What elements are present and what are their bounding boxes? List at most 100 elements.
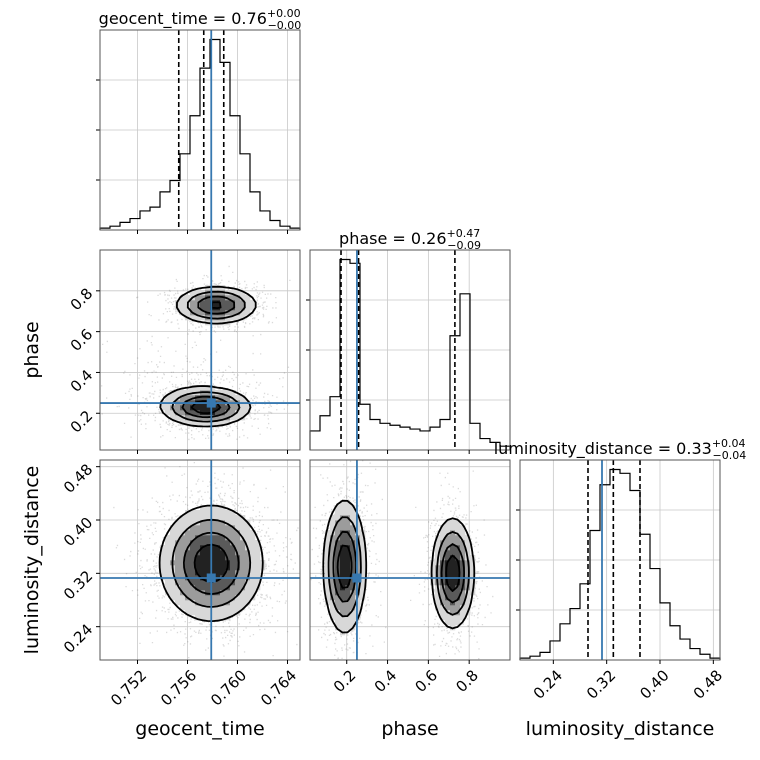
density-cell xyxy=(230,290,236,296)
density-cell xyxy=(235,605,241,611)
density-cell xyxy=(170,580,176,586)
density-cell xyxy=(195,555,201,561)
density-cell xyxy=(445,565,451,571)
density-cell xyxy=(195,405,201,411)
density-cell xyxy=(180,295,186,301)
density-cell xyxy=(175,410,181,416)
density-cell xyxy=(330,545,336,551)
density-cell xyxy=(180,580,186,586)
density-cell xyxy=(445,520,451,526)
density-cell xyxy=(340,540,346,546)
density-cell xyxy=(250,555,256,561)
density-cell xyxy=(345,535,351,541)
density-cell xyxy=(445,600,451,606)
density-cell xyxy=(470,565,476,571)
density-cell xyxy=(245,580,251,586)
density-cell xyxy=(435,590,441,596)
density-cell xyxy=(240,305,246,311)
density-cell xyxy=(225,395,231,401)
density-cell xyxy=(245,550,251,556)
density-cell xyxy=(210,385,216,391)
density-cell xyxy=(220,305,226,311)
density-cell xyxy=(195,315,201,321)
density-cell xyxy=(225,515,231,521)
panel-frame xyxy=(99,249,301,451)
density-cell xyxy=(195,545,201,551)
density-cell xyxy=(445,615,451,621)
density-cell xyxy=(160,565,166,571)
density-cell xyxy=(335,585,341,591)
density-cell xyxy=(225,390,231,396)
density-cell xyxy=(345,520,351,526)
density-cell xyxy=(455,565,461,571)
density-cell xyxy=(210,610,216,616)
density-cell xyxy=(440,530,446,536)
density-cell xyxy=(245,535,251,541)
density-cell xyxy=(200,555,206,561)
density-cell xyxy=(220,570,226,576)
density-cell xyxy=(190,600,196,606)
density-cell xyxy=(240,570,246,576)
density-cell xyxy=(210,540,216,546)
hist-panel-phase: phase = 0.26+0.47 −0.09 xyxy=(306,227,511,454)
density-cell xyxy=(435,595,441,601)
density-cell xyxy=(430,565,436,571)
density-cell xyxy=(215,295,221,301)
density-cell xyxy=(225,590,231,596)
density-cell xyxy=(190,420,196,426)
density-cell xyxy=(360,550,366,556)
density-cell xyxy=(445,585,451,591)
contour-line xyxy=(332,530,465,604)
density-cell xyxy=(185,605,191,611)
density-cell xyxy=(195,510,201,516)
density-cell xyxy=(200,560,206,566)
density-cell xyxy=(205,525,211,531)
density-cell xyxy=(450,580,456,586)
density-cell xyxy=(450,525,456,531)
density-cell xyxy=(350,505,356,511)
density-cell xyxy=(200,600,206,606)
density-cell xyxy=(165,535,171,541)
density-cell xyxy=(220,555,226,561)
density-cell xyxy=(350,530,356,536)
density-cell xyxy=(235,310,241,316)
density-cell xyxy=(230,310,236,316)
density-cell xyxy=(325,585,331,591)
density-cell xyxy=(350,545,356,551)
density-cell xyxy=(205,505,211,511)
density-cell xyxy=(325,570,331,576)
density-cell xyxy=(185,580,191,586)
density-cell xyxy=(175,405,181,411)
density-cell xyxy=(160,570,166,576)
density-cell xyxy=(175,520,181,526)
density-cell xyxy=(360,580,366,586)
density-cell xyxy=(185,420,191,426)
density-cell xyxy=(215,510,221,516)
density-cell xyxy=(345,555,351,561)
density-cell xyxy=(235,415,241,421)
density-cell xyxy=(250,545,256,551)
density-cell xyxy=(235,525,241,531)
density-cell xyxy=(195,525,201,531)
density-cell xyxy=(180,525,186,531)
density-cell xyxy=(430,570,436,576)
density-cell xyxy=(175,390,181,396)
density-cell xyxy=(215,415,221,421)
density-cell xyxy=(215,505,221,511)
density-cell xyxy=(180,540,186,546)
density-cell xyxy=(255,565,261,571)
density-cell xyxy=(170,395,176,401)
density-cell xyxy=(160,560,166,566)
density-cell xyxy=(450,550,456,556)
contour-line xyxy=(158,504,264,622)
density-cell xyxy=(330,610,336,616)
density-cell xyxy=(180,310,186,316)
density-cell xyxy=(340,570,346,576)
density-cell xyxy=(450,610,456,616)
density-cell xyxy=(215,595,221,601)
density-cell xyxy=(205,305,211,311)
density-cell xyxy=(350,550,356,556)
density-cell xyxy=(210,590,216,596)
density-cell xyxy=(185,555,191,561)
density-cell xyxy=(325,545,331,551)
